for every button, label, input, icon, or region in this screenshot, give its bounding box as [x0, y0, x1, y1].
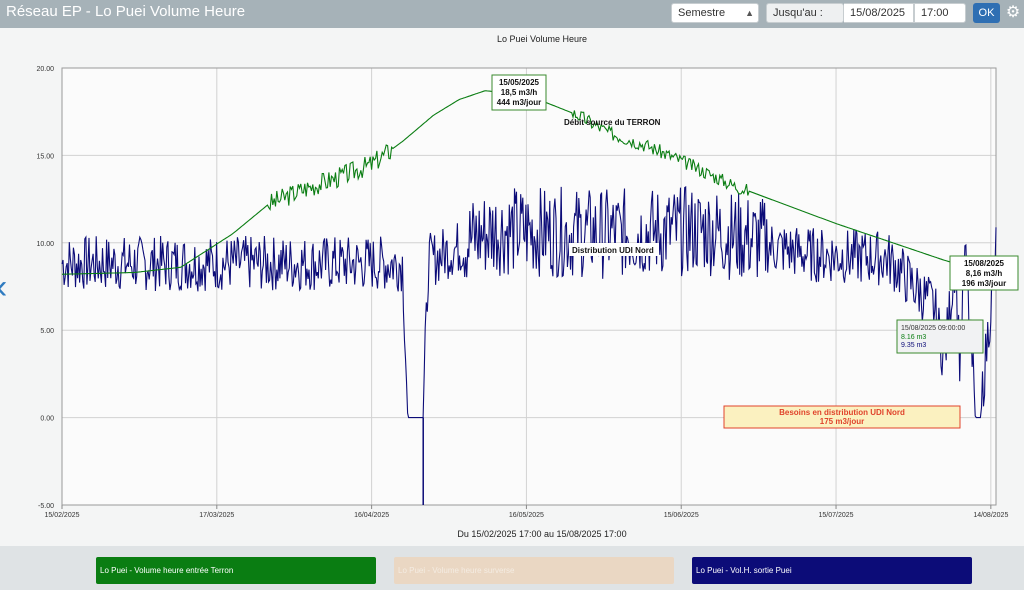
annotation-peak-box — [491, 74, 547, 111]
app-title: Réseau EP - Lo Puei Volume Heure — [6, 3, 246, 20]
date-field[interactable]: 15/08/2025 — [844, 3, 914, 23]
annotation-last-text: 15/08/2025 — [964, 259, 1005, 268]
tooltip: 15/08/2025 09:00:00 8.16 m39.35 m3 — [896, 319, 984, 354]
annotation-besoins-box — [723, 405, 961, 429]
annotation-last-text: 8,16 m3/h — [966, 269, 1003, 278]
x-tick-label: 16/04/2025 — [354, 512, 389, 519]
period-select-value: Semestre — [678, 7, 726, 19]
y-tick-label: 15.00 — [36, 153, 54, 160]
chart: Lo Puei Volume Heure 20.00 15.00 10.00 5.00… — [36, 34, 1019, 539]
x-tick-label: 14/08/2025 — [973, 512, 1008, 519]
legend-button-sortie-puei[interactable]: Lo Puei - Vol.H. sortie Puei — [692, 557, 972, 584]
y-tick-label: -5.00 — [38, 503, 54, 510]
annotation-besoins-text: Besoins en distribution UDI Nord — [779, 408, 905, 417]
y-tick-label: 0.00 — [40, 416, 54, 423]
annotation-distribution: Distribution UDI Nord — [572, 246, 654, 255]
chart-title: Lo Puei Volume Heure — [497, 34, 587, 44]
tooltip-box — [896, 319, 984, 354]
time-field[interactable]: 17:00 — [914, 3, 966, 23]
until-label: Jusqu'au : — [766, 3, 844, 23]
ok-button[interactable]: OK — [973, 3, 1000, 23]
chevron-left-icon[interactable]: ‹ — [0, 270, 7, 304]
x-tick-label: 16/05/2025 — [509, 512, 544, 519]
period-select[interactable]: Semestre ▲︎ — [671, 3, 759, 23]
tooltip-date: 15/08/2025 09:00:00 — [901, 325, 965, 332]
plot-area — [62, 68, 996, 505]
top-bar: Réseau EP - Lo Puei Volume Heure Semestr… — [0, 0, 1024, 28]
series-line-sortie-puei — [61, 186, 997, 419]
annotation-last-text: 196 m3/jour — [962, 279, 1006, 288]
annotation-peak-text: 18,5 m3/h — [501, 88, 538, 97]
annotation-last-box — [949, 255, 1019, 291]
y-tick-label: 10.00 — [36, 241, 54, 248]
legend-button-surverse[interactable]: Lo Puei - Volume heure surverse — [394, 557, 674, 584]
tooltip-value: 8.16 m3 — [901, 334, 926, 341]
x-tick-label: 15/06/2025 — [664, 512, 699, 519]
legend-button-entree-terron[interactable]: Lo Puei - Volume heure entrée Terron — [96, 557, 376, 584]
x-tick-label: 17/03/2025 — [199, 512, 234, 519]
legend-bar: Lo Puei - Volume heure entrée Terron Lo … — [0, 546, 1024, 590]
chevron-updown-icon: ▲︎ — [745, 8, 754, 18]
x-axis: 15/02/2025 17/03/2025 16/04/2025 16/05/2025… — [44, 505, 1008, 519]
tooltip-value: 9.35 m3 — [901, 342, 926, 349]
x-tick-label: 15/02/2025 — [44, 512, 79, 519]
annotation-peak-text: 15/05/2025 — [499, 78, 540, 87]
y-tick-label: 5.00 — [40, 328, 54, 335]
annotation-besoins-text: 175 m3/jour — [820, 417, 864, 426]
x-axis-label: Du 15/02/2025 17:00 au 15/08/2025 17:00 — [457, 529, 626, 539]
annotation-debit-source: Débit source du TERRON — [564, 118, 661, 127]
y-axis: 20.00 15.00 10.00 5.00 0.00 -5.00 — [36, 66, 54, 510]
annotation-peak-text: 444 m3/jour — [497, 98, 541, 107]
x-tick-label: 15/07/2025 — [819, 512, 854, 519]
gear-icon[interactable]: ⚙ — [1005, 4, 1021, 21]
annotation-distribution-bg — [569, 243, 659, 256]
y-tick-label: 20.00 — [36, 66, 54, 73]
